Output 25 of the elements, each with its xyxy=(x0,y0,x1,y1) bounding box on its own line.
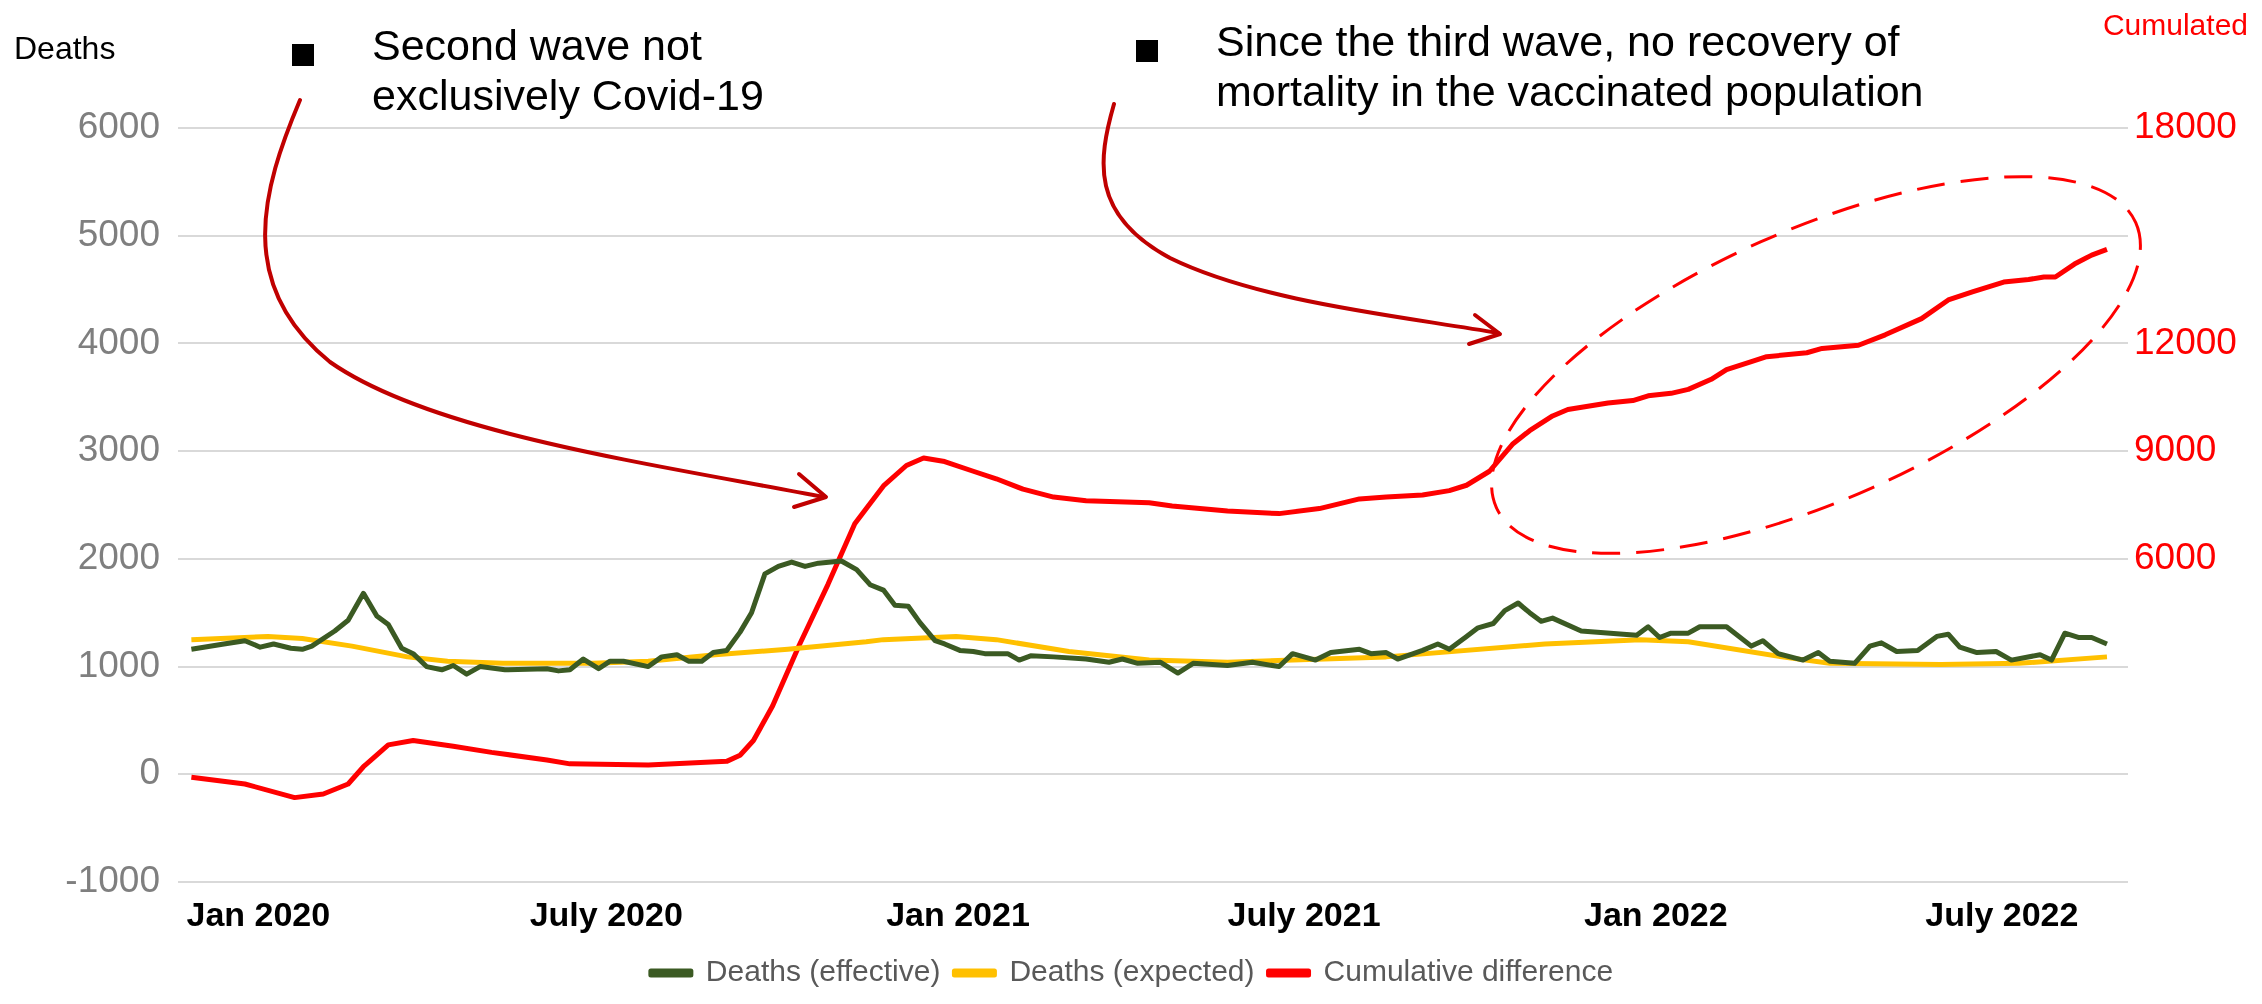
x-tick-label: July 2020 xyxy=(529,894,683,933)
x-tick-label: Jan 2020 xyxy=(186,894,331,933)
y-tick-label: 1000 xyxy=(77,643,160,685)
y2-tick-label: 18000 xyxy=(2134,105,2237,147)
y-tick-label: 3000 xyxy=(77,428,160,470)
y-tick-label: 5000 xyxy=(77,212,160,254)
y2-tick-label: 9000 xyxy=(2134,428,2217,470)
y-tick-label: 0 xyxy=(139,751,160,793)
y-tick-label: 2000 xyxy=(77,536,160,578)
y-tick-label: -1000 xyxy=(65,859,160,901)
y2-tick-label: 12000 xyxy=(2134,320,2237,362)
legend-label: Deaths (effective) xyxy=(705,954,941,988)
legend-label: Cumulative difference xyxy=(1323,954,1614,988)
y-tick-label: 6000 xyxy=(77,105,160,147)
text: Since the third wave, no recovery of mortality in the vaccinated population xyxy=(1216,16,2016,116)
y2-axis-title: Cumulated xyxy=(2102,8,2248,42)
text: Second wave not exclusively Covid-19 xyxy=(372,20,892,120)
legend-label: Deaths (expected) xyxy=(1009,954,1255,988)
x-tick-label: July 2022 xyxy=(1925,894,2079,933)
y2-tick-label: 6000 xyxy=(2134,536,2217,578)
x-tick-label: Jan 2022 xyxy=(1583,894,1728,933)
x-tick-label: Jan 2021 xyxy=(886,894,1030,933)
y-axis-title: Deaths xyxy=(14,30,116,67)
x-tick-label: July 2021 xyxy=(1227,894,1381,933)
y-tick-label: 4000 xyxy=(77,320,160,362)
